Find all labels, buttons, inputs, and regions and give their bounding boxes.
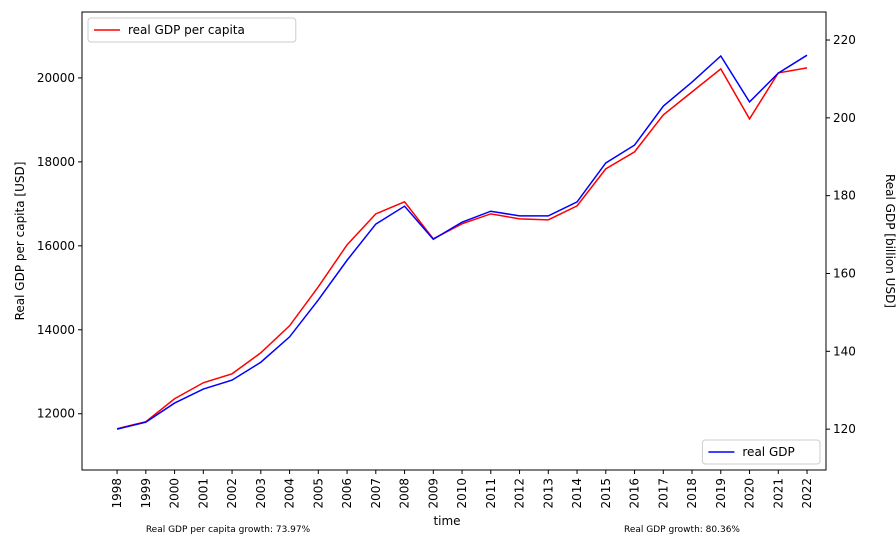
x-tick-label: 2005 — [311, 478, 325, 509]
x-axis-label: time — [433, 514, 460, 528]
x-tick-label: 2013 — [541, 478, 555, 509]
line — [116, 54, 808, 430]
x-tick-label: 2003 — [254, 478, 268, 509]
y2-axis-label: Real GDP [billion USD] — [883, 174, 896, 308]
annotation: Real GDP growth: 80.36% — [624, 525, 740, 535]
x-tick-label: 2001 — [196, 478, 210, 509]
annotation: Real GDP per capita growth: 73.97% — [146, 525, 311, 535]
x-tick-label: 2021 — [771, 478, 785, 509]
y2-tick-label: 160 — [833, 266, 856, 280]
y-tick-label: 14000 — [37, 323, 75, 337]
y-tick-label: 12000 — [37, 407, 75, 421]
x-tick-label: 2022 — [800, 478, 814, 509]
plot-frame — [81, 11, 827, 471]
x-tick-label: 2016 — [628, 478, 642, 509]
x-tick-label: 2000 — [168, 478, 182, 509]
x-tick-label: 2012 — [513, 478, 527, 509]
y-tick-label: 16000 — [37, 239, 75, 253]
x-tick-label: 2010 — [455, 478, 469, 509]
x-tick-label: 2019 — [714, 478, 728, 509]
y2-tick-label: 200 — [833, 111, 856, 125]
x-tick-label: 2006 — [340, 478, 354, 509]
legend-label: real GDP — [742, 445, 794, 459]
x-tick-label: 2015 — [599, 478, 613, 509]
x-tick-label: 2011 — [484, 478, 498, 509]
x-tick-label: 2009 — [426, 478, 440, 509]
x-tick-label: 2008 — [398, 478, 412, 509]
y-tick-label: 20000 — [37, 71, 75, 85]
x-tick-label: 2004 — [283, 478, 297, 509]
x-tick-label: 2002 — [225, 478, 239, 509]
legend-label: real GDP per capita — [128, 23, 245, 37]
x-tick-label: 2007 — [369, 478, 383, 509]
y2-tick-label: 220 — [833, 33, 856, 47]
x-tick-label: 2018 — [685, 478, 699, 509]
y2-tick-label: 140 — [833, 344, 856, 358]
x-tick-label: 2017 — [656, 478, 670, 509]
y2-tick-label: 180 — [833, 189, 856, 203]
y-axis-label: Real GDP per capita [USD] — [13, 162, 27, 321]
line — [116, 67, 808, 430]
y2-tick-label: 120 — [833, 422, 856, 436]
legend-box — [87, 17, 297, 43]
x-tick-label: 1998 — [110, 478, 124, 509]
x-tick-label: 2014 — [570, 478, 584, 509]
y-tick-label: 18000 — [37, 155, 75, 169]
legend-box — [701, 439, 821, 465]
x-tick-label: 2020 — [743, 478, 757, 509]
x-tick-label: 1999 — [139, 478, 153, 509]
